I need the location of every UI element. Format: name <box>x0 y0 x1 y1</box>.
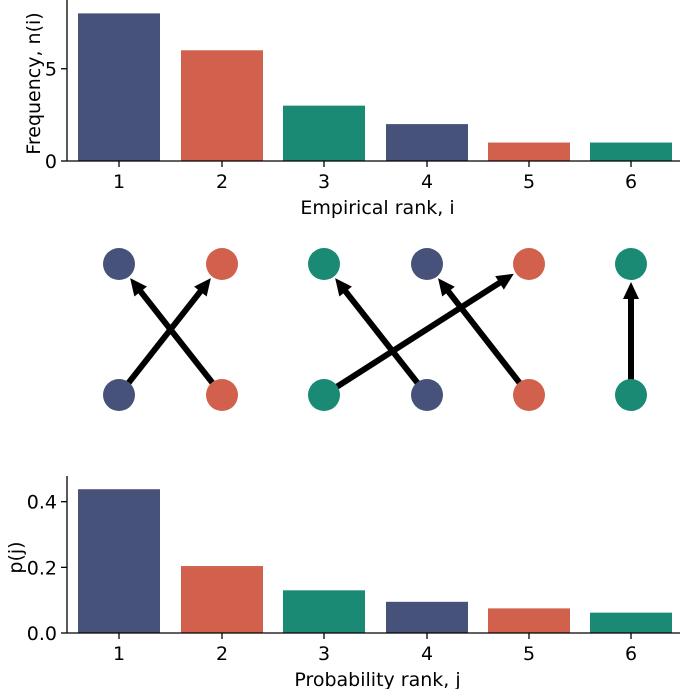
empirical-rank-node-5 <box>513 379 545 411</box>
mapping-arrowhead <box>438 278 455 297</box>
probability-bar-4 <box>386 601 468 633</box>
mapping-arrow-5-to-4 <box>444 288 523 386</box>
frequency-bar-2 <box>181 50 263 161</box>
mapping-arrow-3-to-5 <box>334 279 503 390</box>
probability-y-axis-label: p(j) <box>5 541 27 573</box>
probability-rank-node-2 <box>206 248 238 280</box>
probability-rank-node-4 <box>411 248 443 280</box>
empirical-rank-node-1 <box>103 379 135 411</box>
frequency-x-axis-label: Empirical rank, i <box>300 197 454 219</box>
probability-y-tick-label: 0.2 <box>27 557 57 579</box>
rank-mapping-diagram <box>103 248 647 411</box>
probability-y-tick-label: 0.0 <box>27 623 57 645</box>
probability-rank-node-5 <box>513 248 545 280</box>
frequency-x-tick-label: 3 <box>318 171 330 193</box>
frequency-x-tick-label: 4 <box>421 171 433 193</box>
probability-bar-3 <box>283 590 365 633</box>
frequency-bar-3 <box>283 105 365 161</box>
frequency-x-tick-label: 1 <box>113 171 125 193</box>
frequency-bar-chart: 1 2 3 4 5 6 0 5 Empirical rank, i Frequency, n(i) <box>23 0 680 219</box>
probability-rank-node-3 <box>308 248 340 280</box>
mapping-arrowhead <box>130 278 147 297</box>
probability-bar-5 <box>488 608 570 633</box>
frequency-x-tick-label: 2 <box>216 171 228 193</box>
frequency-y-tick-label: 0 <box>45 151 57 173</box>
mapping-arrowhead <box>495 273 514 290</box>
probability-x-axis-label: Probability rank, j <box>294 669 460 689</box>
probability-x-tick-label: 1 <box>113 643 125 665</box>
mapping-arrow-4-to-3 <box>342 288 421 386</box>
probability-bar-chart: 1 2 3 4 5 6 0.0 0.2 0.4 Probability rank, j p(j) <box>5 476 680 689</box>
mapping-arrow-2-to-1 <box>137 288 216 386</box>
mapping-arrowhead <box>335 278 352 297</box>
probability-x-tick-label: 2 <box>216 643 228 665</box>
probability-x-tick-label: 6 <box>625 643 637 665</box>
frequency-x-tick-label: 5 <box>523 171 535 193</box>
frequency-x-tick-label: 6 <box>625 171 637 193</box>
frequency-y-tick-label: 5 <box>45 59 57 81</box>
empirical-rank-node-2 <box>206 379 238 411</box>
frequency-bar-1 <box>78 13 160 162</box>
probability-y-tick-label: 0.4 <box>27 492 57 514</box>
probability-x-tick-label: 5 <box>523 643 535 665</box>
probability-x-tick-label: 4 <box>421 643 433 665</box>
mapping-arrow-1-to-2 <box>125 288 204 386</box>
frequency-bar-6 <box>590 142 672 161</box>
probability-rank-node-6 <box>615 248 647 280</box>
frequency-bar-4 <box>386 124 468 161</box>
probability-rank-node-1 <box>103 248 135 280</box>
probability-bar-1 <box>78 489 160 633</box>
frequency-bar-5 <box>488 142 570 161</box>
empirical-rank-node-6 <box>615 379 647 411</box>
mapping-arrowhead <box>623 282 639 299</box>
probability-x-tick-label: 3 <box>318 643 330 665</box>
mapping-arrowhead <box>194 278 211 297</box>
empirical-rank-node-3 <box>308 379 340 411</box>
frequency-y-axis-label: Frequency, n(i) <box>23 12 45 154</box>
probability-bar-6 <box>590 612 672 633</box>
empirical-rank-node-4 <box>411 379 443 411</box>
probability-bar-2 <box>181 566 263 633</box>
